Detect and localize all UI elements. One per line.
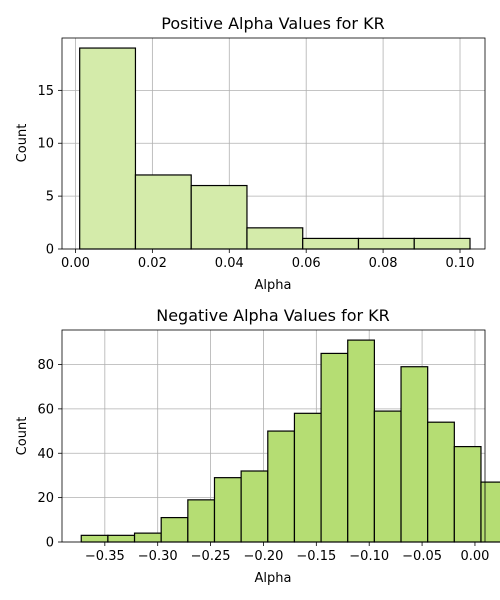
histogram-bar: [80, 534, 109, 543]
x-tick-label: −0.25: [191, 549, 231, 564]
x-tick-label: −0.10: [349, 549, 389, 564]
histogram-bar: [133, 532, 162, 543]
y-tick-label: 20: [37, 491, 54, 506]
y-tick-label: 40: [37, 447, 54, 462]
histogram-bar: [400, 366, 429, 543]
y-tick-label: 0: [46, 536, 54, 551]
histogram-bar: [240, 470, 269, 543]
y-axis-label: Count: [15, 417, 30, 456]
histogram-bar: [302, 237, 360, 250]
histogram-bar: [160, 516, 189, 543]
x-tick-label: −0.15: [296, 549, 336, 564]
histogram-bar: [347, 339, 375, 543]
histogram-bar: [293, 412, 322, 543]
y-axis-label: Count: [15, 124, 30, 163]
x-tick-label: 0.00: [61, 256, 90, 271]
histogram-bar: [320, 352, 349, 543]
x-axis-label: Alpha: [255, 278, 292, 293]
histogram-bar: [213, 477, 242, 543]
y-tick-label: 10: [37, 137, 54, 152]
x-tick-label: 0.00: [460, 549, 489, 564]
chart-title: Positive Alpha Values for KR: [161, 14, 384, 33]
histogram-bar: [79, 47, 137, 250]
x-axis-label: Alpha: [255, 571, 292, 586]
plot-frame: [61, 329, 486, 543]
ticks: 0.00 0.02 0.04 0.06 0.08 0.10 0 5 10 15: [37, 84, 474, 271]
y-tick-label: 0: [46, 243, 54, 258]
histogram-bar: [357, 237, 415, 250]
histogram-bar: [373, 410, 402, 543]
histogram-bar: [453, 445, 482, 543]
x-tick-label: 0.10: [446, 256, 475, 271]
x-tick-label: 0.02: [138, 256, 167, 271]
y-tick-label: 60: [37, 402, 54, 417]
histogram-bar: [246, 227, 304, 250]
positive-alpha-histogram: Positive Alpha Values for KR Alpha Count…: [15, 14, 486, 293]
histogram-bar: [267, 430, 296, 543]
x-tick-label: 0.04: [215, 256, 244, 271]
histogram-bar: [190, 184, 248, 250]
x-tick-label: −0.05: [402, 549, 442, 564]
x-tick-label: −0.20: [244, 549, 284, 564]
y-tick-label: 5: [46, 190, 54, 205]
x-tick-label: −0.30: [138, 549, 178, 564]
histogram-bar: [480, 481, 500, 543]
y-tick-label: 80: [37, 358, 54, 373]
histogram-bar: [187, 499, 216, 543]
histogram-bar: [107, 534, 136, 543]
chart-title: Negative Alpha Values for KR: [156, 306, 390, 325]
histogram-bar: [134, 174, 192, 250]
negative-alpha-histogram: Negative Alpha Values for KR Alpha Count…: [15, 306, 500, 586]
y-tick-label: 15: [37, 84, 54, 99]
x-tick-label: 0.08: [369, 256, 398, 271]
bars: [80, 339, 500, 543]
histogram-bar: [413, 237, 471, 250]
histogram-bar: [427, 421, 455, 543]
plot-frame: [61, 37, 486, 250]
bars: [79, 47, 471, 250]
x-tick-label: 0.06: [292, 256, 321, 271]
x-tick-label: −0.35: [85, 549, 125, 564]
ticks: −0.35 −0.30 −0.25 −0.20 −0.15 −0.10 −0.05 0.00 0…: [37, 358, 489, 564]
